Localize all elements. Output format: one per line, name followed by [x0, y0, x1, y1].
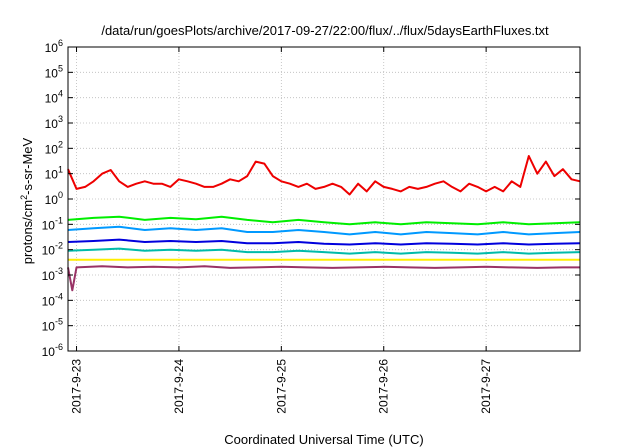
x-tick-label: 2017-9-25 [274, 359, 288, 414]
x-tick-label: 2017-9-24 [172, 359, 186, 414]
series-line-4 [67, 238, 581, 246]
x-tick-label: 2017-9-27 [479, 359, 493, 414]
y-tick-label-base: 10 [42, 244, 56, 258]
y-tick-label: 10-6 [42, 342, 63, 359]
y-tick-label-exp: -6 [55, 342, 63, 352]
y-tick-label: 101 [45, 165, 63, 182]
x-axis-label: Coordinated Universal Time (UTC) [224, 432, 423, 447]
y-tick-label-exp: 2 [58, 139, 63, 149]
y-tick-label: 105 [45, 63, 63, 80]
y-tick-label-base: 10 [45, 66, 59, 80]
y-tick-label: 10-5 [42, 317, 63, 334]
y-tick-label-exp: 3 [58, 114, 63, 124]
y-tick-label: 104 [45, 89, 63, 106]
y-tick-label-exp: -2 [55, 241, 63, 251]
y-tick-label: 100 [45, 190, 63, 207]
y-axis-label: protons/cm2-s-sr-MeV [19, 137, 35, 264]
series-line-1 [67, 155, 581, 196]
y-tick-label-exp: 1 [58, 165, 63, 175]
y-tick-label: 10-4 [42, 291, 63, 308]
y-tick-label: 10-1 [42, 215, 63, 232]
y-tick-label-exp: 6 [58, 38, 63, 48]
y-tick-label-base: 10 [45, 142, 59, 156]
series-line-2 [67, 215, 581, 226]
y-axis: 10-610-510-410-310-210-11001011021031041… [42, 38, 580, 359]
y-tick-label-base: 10 [45, 117, 59, 131]
y-tick-label-base: 10 [42, 345, 56, 359]
series-line-3 [67, 225, 581, 236]
y-tick-label-exp: 4 [58, 89, 63, 99]
y-tick-label-exp: -3 [55, 266, 63, 276]
x-tick-label: 2017-9-26 [377, 359, 391, 414]
y-tick-label-exp: -4 [55, 291, 63, 301]
y-tick-label-exp: -5 [55, 317, 63, 327]
y-axis-label-rest: -s-sr-MeV [20, 137, 35, 194]
y-axis-label-base: protons/cm [20, 200, 35, 264]
y-tick-label-base: 10 [42, 218, 56, 232]
y-tick-label-base: 10 [45, 168, 59, 182]
y-tick-label: 106 [45, 38, 63, 55]
y-axis-label-sup: 2 [19, 195, 29, 200]
x-tick-label: 2017-9-23 [70, 359, 84, 414]
y-tick-label-exp: 0 [58, 190, 63, 200]
y-tick-label-base: 10 [45, 193, 59, 207]
y-tick-label-base: 10 [45, 41, 59, 55]
y-tick-label: 102 [45, 139, 63, 156]
y-tick-label: 10-2 [42, 241, 63, 258]
y-tick-label: 10-3 [42, 266, 63, 283]
y-tick-label-base: 10 [45, 92, 59, 106]
y-tick-label-base: 10 [42, 320, 56, 334]
series-line-7 [67, 265, 580, 292]
x-axis: 2017-9-23 2017-9-24 2017-9-25 2017-9-26 2017… [70, 47, 493, 414]
y-tick-label-exp: 5 [58, 63, 63, 73]
chart-title: /data/run/goesPlots/archive/2017-09-27/2… [101, 23, 549, 38]
series-line-5 [67, 247, 581, 255]
series-group [67, 155, 581, 292]
y-tick-label-base: 10 [42, 269, 56, 283]
y-tick-label-exp: -1 [55, 215, 63, 225]
y-tick-label-base: 10 [42, 294, 56, 308]
y-tick-label: 103 [45, 114, 63, 131]
